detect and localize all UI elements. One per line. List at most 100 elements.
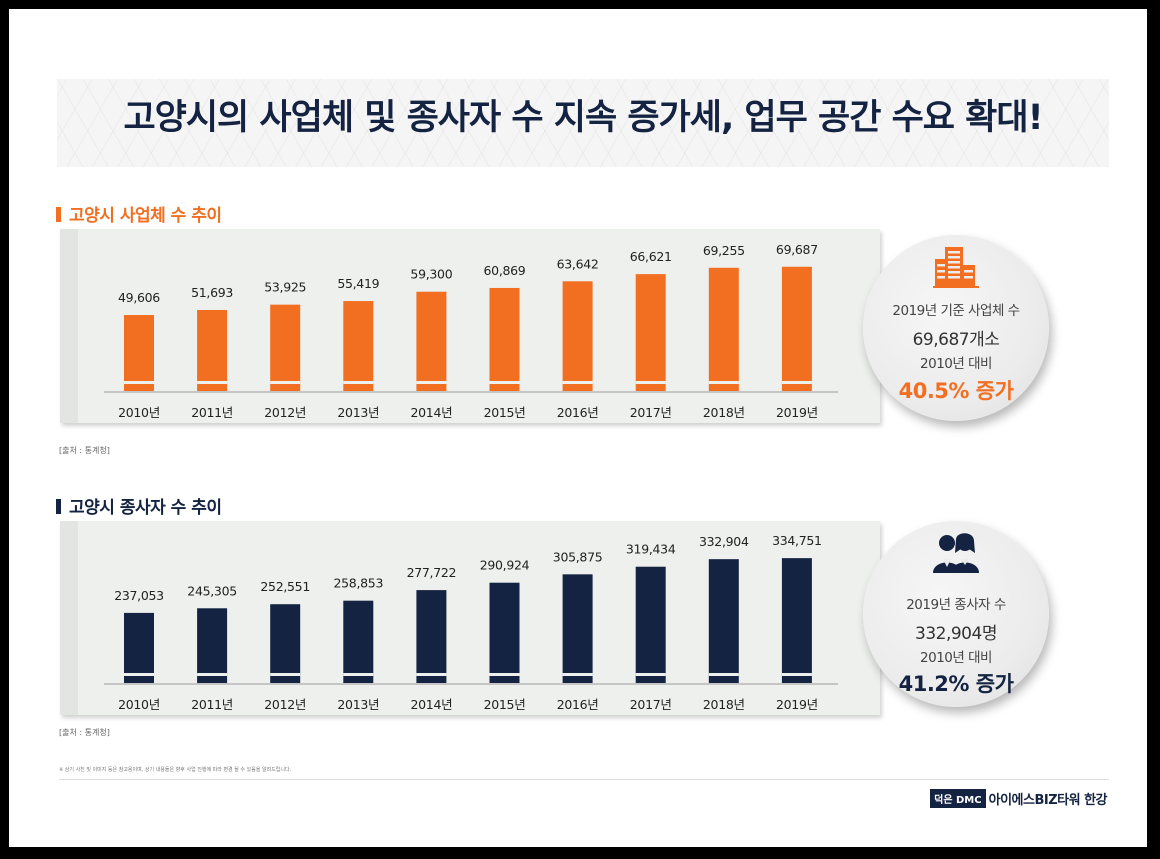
employee-section-title: 고양시 종사자 수 추이 — [56, 493, 222, 518]
business-tick-label-3: 2013년 — [337, 405, 379, 420]
business-tick-label-6: 2016년 — [557, 405, 599, 420]
page-title: 고양시의 사업체 및 종사자 수 지속 증가세, 업무 공간 수요 확대! — [123, 98, 1043, 138]
business-bar-stripe-0 — [124, 381, 154, 384]
business-value-label-0: 49,606 — [118, 290, 160, 305]
business-value-label-7: 66,621 — [630, 249, 672, 264]
employee-tick-label-2: 2012년 — [264, 697, 306, 712]
business-bar-stripe-1 — [197, 381, 228, 384]
business-tick-label-7: 2017년 — [630, 405, 672, 420]
employee-bar-2 — [270, 604, 301, 683]
panel-edge — [60, 229, 78, 423]
business-bar-7 — [635, 274, 666, 391]
business-bar-stripe-5 — [489, 381, 520, 384]
business-value-label-2: 53,925 — [264, 280, 306, 295]
employee-bar-6 — [562, 574, 593, 683]
business-value-label-6: 63,642 — [557, 256, 599, 271]
business-source: [출처 : 통계청] — [59, 446, 110, 455]
employee-value-label-7: 319,434 — [626, 542, 676, 557]
employee-bar-stripe-4 — [416, 673, 447, 676]
business-tick-label-5: 2015년 — [484, 405, 526, 420]
business-summary-line3: 2010년 대비 — [920, 356, 992, 372]
section-marker — [56, 499, 61, 514]
employee-bar-stripe-6 — [562, 673, 593, 676]
employee-section-label: 고양시 종사자 수 추이 — [69, 498, 222, 518]
brand-logo: 덕은 DMC 아이에스BIZ타워 한강 — [930, 789, 1108, 808]
business-bar-1 — [197, 310, 228, 391]
employee-value-label-3: 258,853 — [334, 576, 384, 591]
header-band — [57, 79, 1109, 167]
business-bar-4 — [416, 291, 447, 391]
employee-bar-stripe-7 — [635, 673, 666, 676]
employee-bar-9 — [781, 558, 812, 683]
business-summary-circle: 2019년 기준 사업체 수 69,687개소 2010년 대비 40.5% 증… — [863, 235, 1049, 421]
employee-summary-circle: 2019년 종사자 수 332,904명 2010년 대비 41.2% 증가 — [863, 521, 1049, 707]
employee-tick-label-8: 2018년 — [703, 697, 745, 712]
business-value-label-5: 60,869 — [484, 263, 526, 278]
employee-tick-label-9: 2019년 — [776, 697, 818, 712]
employee-bar-5 — [489, 582, 520, 683]
business-tick-label-1: 2011년 — [191, 405, 233, 420]
employee-summary-count: 332,904명 — [915, 624, 997, 644]
employee-value-label-1: 245,305 — [187, 583, 237, 598]
section-marker — [56, 207, 61, 222]
business-bar-stripe-7 — [635, 381, 666, 384]
employee-tick-label-5: 2015년 — [484, 697, 526, 712]
business-section-title: 고양시 사업체 수 추이 — [56, 201, 222, 226]
business-summary-line1: 2019년 기준 사업체 수 — [892, 303, 1020, 319]
employee-tick-label-4: 2014년 — [410, 697, 452, 712]
business-bar-6 — [562, 281, 593, 391]
footnote: ※ 상기 사진 및 이미지 등은 참고용이며, 상기 내용들은 향후 사업 진행… — [59, 767, 292, 773]
business-tick-label-9: 2019년 — [776, 405, 818, 420]
brand-badge: 덕은 DMC — [930, 789, 986, 808]
business-summary-count: 69,687개소 — [912, 330, 1000, 350]
employee-summary-growth: 41.2% 증가 — [898, 672, 1014, 696]
business-bar-9 — [781, 266, 812, 391]
infographic-frame: 고양시의 사업체 및 종사자 수 지속 증가세, 업무 공간 수요 확대! 고양… — [9, 9, 1147, 847]
panel-edge — [60, 521, 78, 715]
business-bar-stripe-2 — [270, 381, 301, 384]
business-value-label-8: 69,255 — [703, 243, 745, 258]
business-bar-2 — [270, 304, 301, 391]
employee-value-label-5: 290,924 — [480, 558, 530, 573]
employee-source: [출처 : 통계청] — [59, 728, 110, 737]
employee-bar-8 — [708, 559, 739, 683]
employee-value-label-8: 332,904 — [699, 534, 749, 549]
employee-bar-stripe-3 — [343, 673, 374, 676]
business-value-label-3: 55,419 — [337, 276, 379, 291]
employee-bar-1 — [197, 608, 228, 683]
business-bar-8 — [708, 267, 739, 391]
employee-summary-line3: 2010년 대비 — [920, 650, 992, 666]
business-bar-stripe-8 — [708, 381, 739, 384]
business-tick-label-4: 2014년 — [410, 405, 452, 420]
employee-chart-svg: 237,053 2010년 245,305 2011년 252,551 2012년 258,… — [104, 533, 838, 712]
employee-bar-stripe-2 — [270, 673, 301, 676]
employee-value-label-4: 277,722 — [407, 565, 457, 580]
business-chart-svg: 49,606 2010년 51,693 2011년 53,925 2012년 55,419 2… — [104, 242, 838, 420]
business-chart: 49,606 2010년 51,693 2011년 53,925 2012년 55,419 2… — [60, 229, 880, 423]
building-icon — [933, 247, 979, 288]
business-summary-growth: 40.5% 증가 — [898, 379, 1014, 403]
business-value-label-4: 59,300 — [410, 267, 452, 282]
business-bar-stripe-6 — [562, 381, 593, 384]
brand-name: 아이에스BIZ타워 한강 — [988, 793, 1108, 808]
business-bar-5 — [489, 287, 520, 391]
employee-value-label-0: 237,053 — [114, 588, 164, 603]
business-section-label: 고양시 사업체 수 추이 — [69, 206, 222, 226]
employee-bar-3 — [343, 600, 374, 683]
employee-bar-0 — [124, 612, 154, 683]
employee-bar-stripe-0 — [124, 673, 154, 676]
business-bar-stripe-9 — [781, 381, 812, 384]
business-value-label-9: 69,687 — [776, 242, 818, 257]
employee-tick-label-7: 2017년 — [630, 697, 672, 712]
employee-bar-stripe-9 — [781, 673, 812, 676]
employee-summary-line1: 2019년 종사자 수 — [906, 597, 1006, 613]
employee-tick-label-1: 2011년 — [191, 697, 233, 712]
employee-value-label-2: 252,551 — [260, 579, 310, 594]
business-tick-label-2: 2012년 — [264, 405, 306, 420]
footer-divider — [59, 779, 1109, 780]
employee-bar-4 — [416, 590, 447, 683]
employee-chart: 237,053 2010년 245,305 2011년 252,551 2012년 258,… — [60, 521, 880, 715]
employee-value-label-9: 334,751 — [772, 533, 822, 548]
business-value-label-1: 51,693 — [191, 285, 233, 300]
business-tick-label-8: 2018년 — [703, 405, 745, 420]
